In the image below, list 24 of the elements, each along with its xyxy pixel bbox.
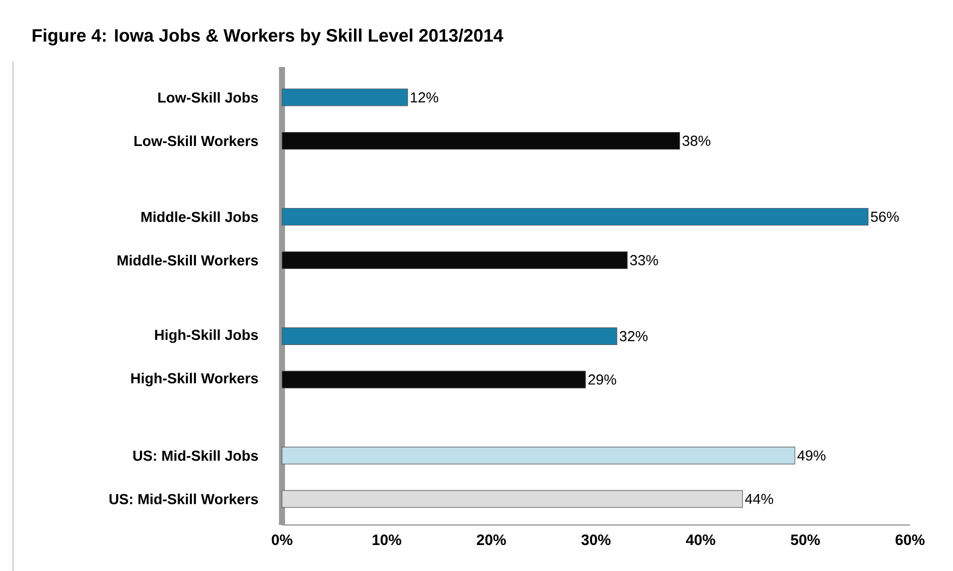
y-tick-label: US: Mid-Skill Jobs <box>133 450 258 461</box>
data-label: 29% <box>588 374 616 385</box>
data-label: 32% <box>620 331 648 342</box>
data-label: 56% <box>870 212 899 222</box>
chart-title: Figure 4: Iowa Jobs & Workers by Skill Level 2013/2014 <box>32 28 504 46</box>
y-tick-label: Low-Skill Workers <box>134 135 258 146</box>
data-label: 49% <box>797 450 826 461</box>
x-tick-label: 10% <box>372 534 402 546</box>
data-label: 38% <box>682 136 710 146</box>
x-tick-label: 60% <box>896 534 925 546</box>
y-tick-label: Low-Skill Jobs <box>158 92 258 103</box>
x-tick-label: 20% <box>476 534 506 546</box>
x-tick-label: 50% <box>790 534 820 546</box>
y-tick-label: Middle-Skill Workers <box>118 254 258 266</box>
x-tick-label: 0% <box>272 534 292 546</box>
x-tick-label: 30% <box>581 534 611 546</box>
data-label: 12% <box>410 92 438 102</box>
y-tick-label: US: Mid-Skill Workers <box>110 494 258 504</box>
data-label: 44% <box>745 494 774 504</box>
y-tick-label: Middle-Skill Jobs <box>141 211 258 222</box>
x-tick-label: 40% <box>686 534 716 546</box>
y-tick-label: High-Skill Workers <box>131 372 258 386</box>
y-tick-label: High-Skill Jobs <box>155 329 258 343</box>
data-label: 33% <box>630 255 658 266</box>
